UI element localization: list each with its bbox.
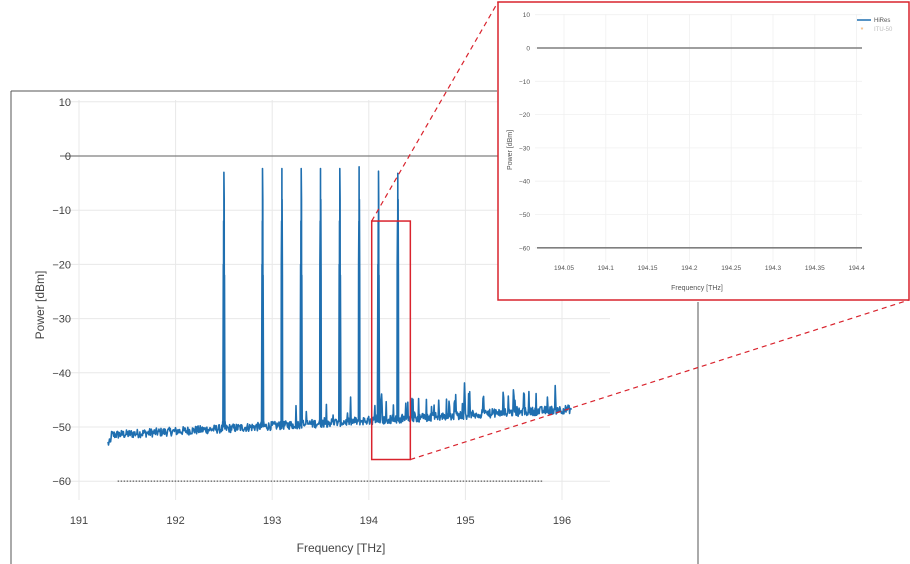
inset-y-tick-label: 10 bbox=[523, 12, 531, 19]
main-y-tick-label: −30 bbox=[52, 314, 71, 326]
main-x-tick-label: 196 bbox=[553, 515, 571, 527]
main-x-tick-label: 192 bbox=[166, 515, 184, 527]
legend-label-hires: HiRes bbox=[874, 18, 890, 24]
legend-label-itu: ITU-50 bbox=[874, 27, 893, 33]
zoom-box bbox=[370, 220, 412, 461]
main-y-tick-label: 0 bbox=[65, 151, 71, 163]
inset-x-ticks: 194.05 194.1 194.15 194.2 194.25 194.3 194.35 1… bbox=[554, 265, 865, 272]
inset-x-tick-label: 194.05 bbox=[554, 265, 574, 272]
inset-y-tick-label: −20 bbox=[519, 112, 530, 119]
inset-y-tick-label: 0 bbox=[526, 46, 530, 53]
main-x-tick-label: 193 bbox=[263, 515, 281, 527]
main-y-ticks: 10 0 −10 −20 −30 −40 −50 −60 bbox=[52, 97, 71, 488]
main-x-tick-label: 195 bbox=[456, 515, 474, 527]
zoom-connector-top bbox=[371, 1, 499, 222]
inset-y-tick-label: −40 bbox=[519, 179, 530, 186]
main-x-tick-label: 194 bbox=[360, 515, 378, 527]
legend-swatch-itu: * bbox=[861, 27, 864, 34]
inset-x-tick-label: 194.25 bbox=[721, 265, 741, 272]
inset-y-tick-label: −30 bbox=[519, 145, 530, 152]
inset-y-axis-title: Power [dBm] bbox=[507, 130, 514, 170]
main-y-tick-label: −50 bbox=[52, 422, 71, 434]
zoom-connector-bottom bbox=[410, 299, 910, 461]
inset-x-tick-label: 194.15 bbox=[638, 265, 658, 272]
main-y-axis-title: Power [dBm] bbox=[33, 271, 47, 340]
main-chart: 191 192 193 194 195 196 10 0 −10 −20 −30 −40 −50 −60… bbox=[10, 90, 699, 564]
main-y-tick-label: −20 bbox=[52, 259, 71, 271]
inset-x-tick-label: 194.2 bbox=[681, 265, 698, 272]
inset-chart: 194.05 194.1 194.15 194.2 194.25 194.3 194.35 1… bbox=[497, 1, 910, 301]
inset-frame bbox=[497, 1, 910, 301]
inset-legend: HiRes * ITU-50 bbox=[857, 18, 893, 34]
main-x-tick-label: 191 bbox=[70, 515, 88, 527]
inset-x-tick-label: 194.35 bbox=[805, 265, 825, 272]
inset-x-axis-title: Frequency [THz] bbox=[671, 285, 723, 292]
inset-x-tick-label: 194.4 bbox=[848, 265, 865, 272]
main-spectrum-line bbox=[107, 166, 573, 446]
main-y-tick-label: −60 bbox=[52, 476, 71, 488]
main-y-tick-label: −40 bbox=[52, 368, 71, 380]
inset-y-tick-label: −60 bbox=[519, 245, 530, 252]
inset-x-tick-label: 194.1 bbox=[598, 265, 615, 272]
inset-x-tick-label: 194.3 bbox=[765, 265, 782, 272]
main-trace bbox=[107, 166, 573, 446]
inset-y-ticks: 10 0 −10 −20 −30 −40 −50 −60 bbox=[519, 12, 530, 252]
main-x-axis-title: Frequency [THz] bbox=[297, 541, 386, 555]
inset-reference-lines bbox=[537, 47, 862, 249]
inset-y-tick-label: −50 bbox=[519, 212, 530, 219]
main-x-ticks: 191 192 193 194 195 196 bbox=[70, 515, 571, 527]
main-y-tick-label: 10 bbox=[59, 97, 71, 109]
main-y-tick-label: −10 bbox=[52, 205, 71, 217]
inset-y-tick-label: −10 bbox=[519, 79, 530, 86]
